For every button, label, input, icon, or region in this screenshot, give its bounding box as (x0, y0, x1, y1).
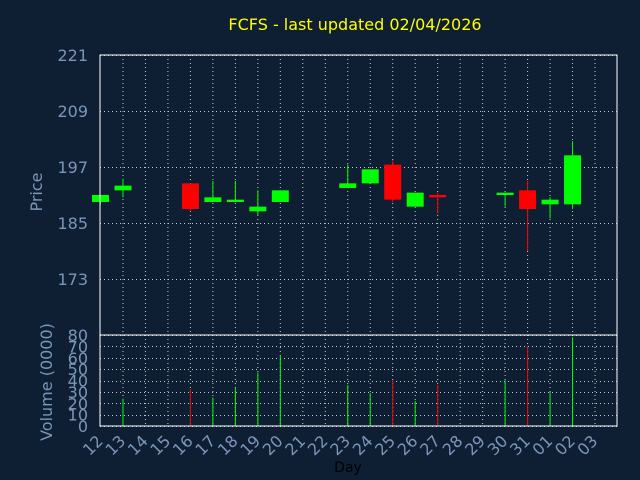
volume-y-tick-label: 10 (68, 406, 88, 425)
candle-body (496, 192, 514, 195)
volume-y-tick-label: 40 (68, 372, 88, 391)
candle-body (361, 169, 379, 184)
candle-body (204, 197, 222, 202)
volume-y-tick-label: 70 (68, 337, 88, 356)
price-panel-frame (99, 54, 618, 336)
candle (541, 197, 559, 219)
x-axis-label: Day (334, 460, 362, 476)
candle (339, 164, 357, 188)
candle-body (226, 199, 244, 202)
candle-body (181, 183, 199, 209)
candle (384, 160, 402, 202)
candle (204, 181, 222, 202)
candle (406, 192, 424, 207)
candle-body (249, 206, 267, 212)
candle-body (541, 199, 559, 205)
volume-y-tick-label: 60 (68, 349, 88, 368)
candle-body (429, 195, 447, 198)
candle (564, 141, 582, 209)
candle (249, 190, 267, 216)
candle-body (339, 183, 357, 188)
candle (496, 192, 514, 207)
candle (226, 181, 244, 202)
candle (519, 181, 537, 251)
volume-y-tick-label: 30 (68, 383, 88, 402)
candle (361, 169, 379, 184)
chart-title: FCFS - last updated 02/04/2026 (228, 15, 481, 34)
candle (114, 178, 132, 198)
price-grid (100, 55, 617, 335)
candle (429, 192, 447, 214)
volume-y-tick-label: 50 (68, 360, 88, 379)
price-y-tick-label: 221 (57, 46, 88, 65)
candle-body (406, 192, 424, 207)
volume-y-tick-label: 0 (78, 417, 88, 436)
candle-body (384, 164, 402, 200)
volume-y-tick-label: 20 (68, 394, 88, 413)
volume-axis-label: Volume (0000) (37, 323, 56, 441)
x-tick-label: 03 (574, 431, 602, 459)
price-y-tick-label: 209 (57, 102, 88, 121)
volume-grid (100, 335, 617, 427)
candle-body (114, 185, 132, 191)
candle-body (519, 190, 537, 209)
volume-bars (122, 337, 574, 426)
candle (181, 183, 199, 212)
candle-body (271, 190, 289, 202)
candle (271, 190, 289, 202)
price-y-tick-label: 197 (57, 158, 88, 177)
candle-body (564, 155, 582, 205)
price-y-tick-label: 185 (57, 214, 88, 233)
price-y-tick-label: 173 (57, 270, 88, 289)
volume-y-tick-label: 80 (68, 326, 88, 345)
price-axis-label: Price (27, 172, 46, 211)
price-y-ticks: 221 209 197 185 173 (57, 46, 88, 289)
candles (92, 141, 582, 251)
x-ticks: 1213141516171819202122232425262728293031… (79, 431, 601, 459)
volume-panel-frame (99, 334, 618, 427)
